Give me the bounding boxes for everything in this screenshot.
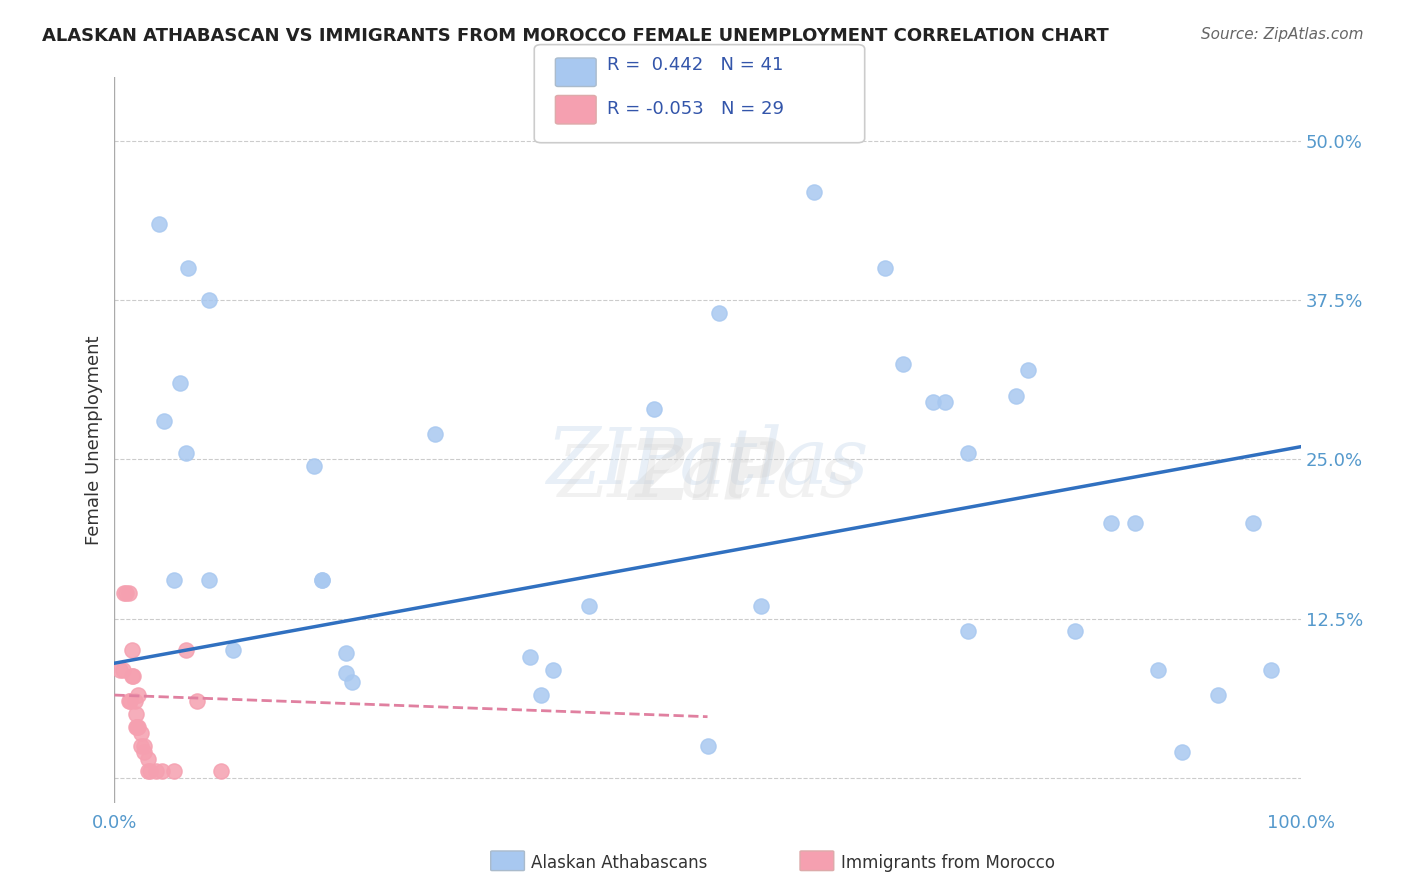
Point bbox=[150, 764, 173, 779]
Point bbox=[340, 675, 363, 690]
Point bbox=[125, 720, 148, 734]
Text: ZIPatlas: ZIPatlas bbox=[558, 442, 858, 512]
Point bbox=[934, 395, 956, 409]
Point bbox=[117, 586, 139, 600]
Point bbox=[578, 599, 600, 613]
Point bbox=[922, 395, 945, 409]
Point bbox=[957, 446, 980, 460]
Point bbox=[209, 764, 232, 779]
Text: ALASKAN ATHABASCAN VS IMMIGRANTS FROM MOROCCO FEMALE UNEMPLOYMENT CORRELATION CH: ALASKAN ATHABASCAN VS IMMIGRANTS FROM MO… bbox=[42, 27, 1109, 45]
Point bbox=[1206, 688, 1229, 702]
Point bbox=[125, 707, 148, 722]
Text: R = -0.053   N = 29: R = -0.053 N = 29 bbox=[607, 100, 785, 118]
Text: Immigrants from Morocco: Immigrants from Morocco bbox=[841, 854, 1054, 871]
Point bbox=[1147, 663, 1170, 677]
Point bbox=[174, 643, 197, 657]
Point bbox=[121, 643, 143, 657]
Point bbox=[127, 720, 149, 734]
Point bbox=[696, 739, 718, 753]
Point bbox=[311, 574, 333, 588]
Point bbox=[803, 185, 825, 199]
Point bbox=[139, 764, 162, 779]
Point bbox=[423, 427, 446, 442]
Point bbox=[1241, 516, 1264, 530]
Point bbox=[222, 643, 245, 657]
Point bbox=[122, 669, 145, 683]
Point bbox=[163, 764, 186, 779]
Point bbox=[1005, 389, 1028, 403]
Point bbox=[110, 663, 132, 677]
Point bbox=[169, 376, 191, 390]
Point bbox=[111, 663, 134, 677]
Point bbox=[643, 401, 665, 416]
Point bbox=[891, 357, 914, 371]
Point bbox=[115, 586, 138, 600]
Point bbox=[186, 694, 208, 708]
Point bbox=[530, 688, 553, 702]
Point bbox=[132, 745, 155, 759]
Point bbox=[136, 752, 159, 766]
Point bbox=[749, 599, 772, 613]
Text: ZIPatlas: ZIPatlas bbox=[547, 424, 869, 500]
Point bbox=[148, 217, 170, 231]
Text: ZIP: ZIP bbox=[628, 435, 786, 518]
Point bbox=[1064, 624, 1087, 639]
Point bbox=[335, 646, 357, 660]
Point bbox=[163, 574, 186, 588]
Point bbox=[112, 586, 135, 600]
Point bbox=[117, 694, 139, 708]
Point bbox=[121, 669, 143, 683]
Text: Source: ZipAtlas.com: Source: ZipAtlas.com bbox=[1201, 27, 1364, 42]
Y-axis label: Female Unemployment: Female Unemployment bbox=[86, 335, 103, 545]
Point bbox=[957, 624, 980, 639]
Point bbox=[174, 446, 197, 460]
Point bbox=[709, 306, 731, 320]
Point bbox=[1260, 663, 1282, 677]
Point bbox=[1123, 516, 1146, 530]
Point bbox=[519, 649, 541, 664]
Text: R =  0.442   N = 41: R = 0.442 N = 41 bbox=[607, 56, 783, 74]
Point bbox=[127, 688, 149, 702]
Point bbox=[1099, 516, 1122, 530]
Point bbox=[145, 764, 167, 779]
Point bbox=[1017, 363, 1039, 377]
Point bbox=[136, 764, 159, 779]
Point bbox=[118, 694, 141, 708]
Point bbox=[335, 666, 357, 681]
Point bbox=[875, 261, 897, 276]
Point bbox=[543, 663, 565, 677]
Point bbox=[124, 694, 146, 708]
Point bbox=[198, 574, 221, 588]
Point bbox=[125, 720, 148, 734]
Point bbox=[129, 726, 152, 740]
Text: Alaskan Athabascans: Alaskan Athabascans bbox=[531, 854, 707, 871]
Point bbox=[153, 414, 176, 428]
Point bbox=[177, 261, 200, 276]
Point bbox=[302, 458, 325, 473]
Point bbox=[1171, 745, 1194, 759]
Point bbox=[129, 739, 152, 753]
Point bbox=[198, 293, 221, 308]
Point bbox=[311, 574, 333, 588]
Point bbox=[132, 739, 155, 753]
